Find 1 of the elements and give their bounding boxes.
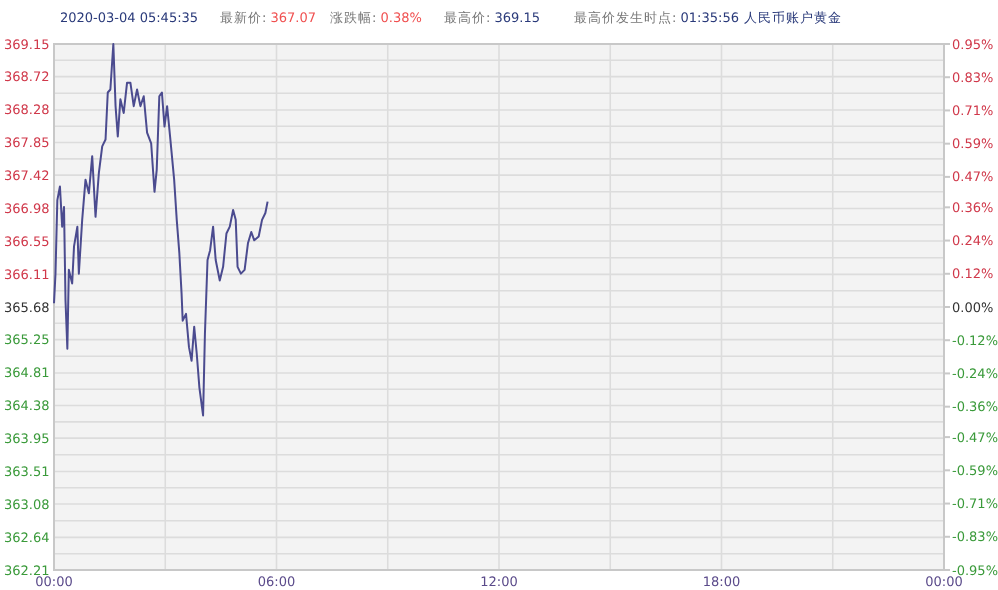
line-series	[53, 43, 269, 417]
